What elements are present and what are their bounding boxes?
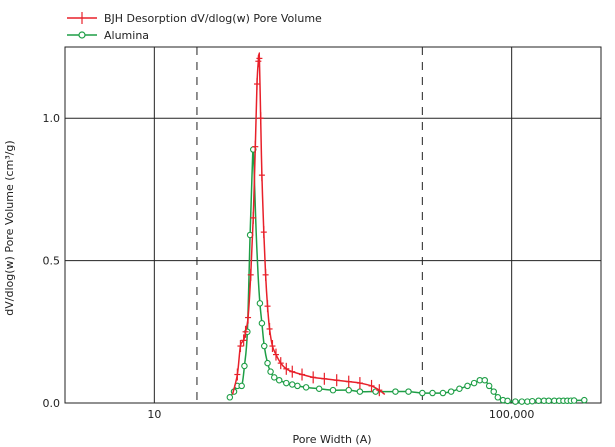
data-point-alumina [504, 397, 511, 405]
data-point-alumina [464, 382, 471, 390]
data-point-alumina [226, 394, 234, 401]
data-point-alumina [264, 359, 271, 367]
y-tick-label: 1.0 [43, 112, 61, 125]
data-point-alumina [238, 382, 245, 390]
plot-border [64, 46, 602, 404]
tick-labels: 0.0 0.5 1.0 10 100,000 [43, 112, 535, 421]
plot-frame [64, 46, 602, 404]
data-point-alumina [241, 362, 248, 370]
data-point-alumina [267, 368, 274, 375]
data-point-alumina [275, 376, 283, 384]
x-tick-label: 100,000 [489, 408, 535, 421]
data-point-alumina [570, 397, 578, 404]
legend: BJH Desorption dV/dlog(w) Pore Volume Al… [67, 12, 322, 42]
series-line-alumina [229, 148, 585, 403]
data-point-alumina [490, 388, 497, 395]
series-alumina [226, 146, 588, 405]
x-axis-title: Pore Width (A) [292, 433, 371, 446]
grid [65, 47, 601, 403]
data-point-alumina [456, 385, 463, 393]
data-point-alumina [581, 396, 588, 404]
data-point-alumina [494, 394, 502, 401]
data-point-alumina [485, 382, 493, 390]
data-point-alumina [329, 386, 337, 394]
data-point-alumina [518, 398, 526, 405]
data-point-alumina [429, 389, 436, 397]
legend-label-alumina: Alumina [104, 29, 149, 42]
data-point-alumina [345, 386, 352, 394]
data-point-alumina [258, 320, 266, 327]
data-point-alumina [302, 384, 310, 391]
data-point-alumina [545, 397, 552, 404]
data-point-alumina [315, 385, 323, 393]
data-point-alumina [512, 398, 519, 405]
y-tick-label: 0.0 [43, 397, 61, 410]
data-point-alumina [419, 389, 426, 397]
data-point-alumina [392, 388, 399, 395]
data-point-alumina [470, 379, 478, 387]
data-point-alumina [535, 397, 542, 404]
series-bjh [231, 52, 386, 397]
data-point-alumina [529, 397, 536, 405]
y-axis-title: dV/dlog(w) Pore Volume (cm³/g) [3, 140, 16, 315]
x-tick-label: 10 [147, 408, 161, 421]
data-point-alumina [447, 388, 455, 395]
data-point-alumina [261, 342, 268, 350]
legend-marker-alumina [78, 31, 86, 39]
data-point-alumina [405, 388, 412, 395]
data-point-alumina [294, 382, 301, 390]
data-point-alumina [256, 300, 264, 307]
data-point-alumina [439, 389, 447, 397]
legend-label-bjh: BJH Desorption dV/dlog(w) Pore Volume [104, 12, 322, 25]
data-point-alumina [481, 376, 489, 384]
series-layer [226, 52, 588, 405]
data-point-alumina [356, 388, 364, 395]
data-point-alumina [289, 381, 296, 388]
data-point-alumina [271, 374, 278, 381]
y-tick-label: 0.5 [43, 255, 61, 268]
data-point-alumina [283, 379, 290, 387]
